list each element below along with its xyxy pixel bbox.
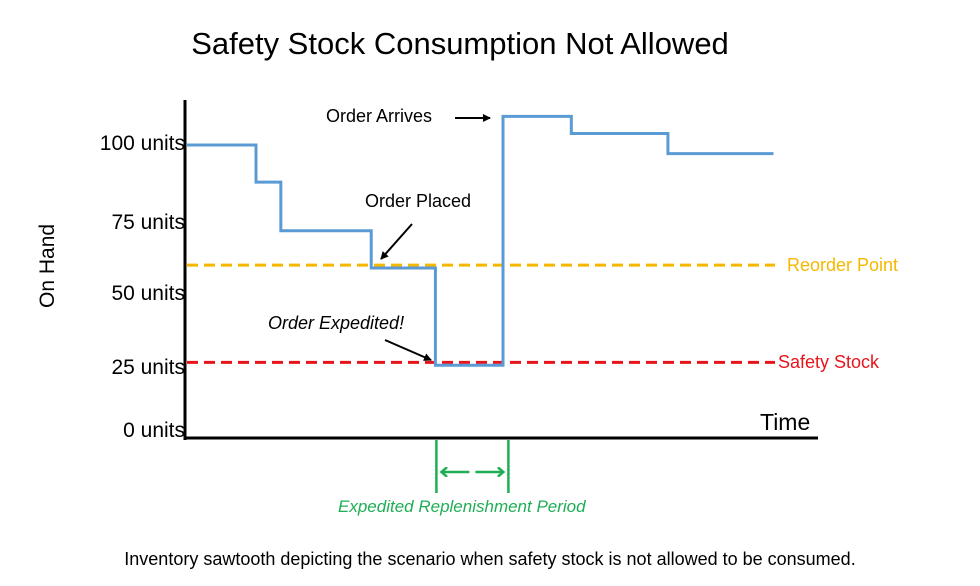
y-tick-label: 25 units [111, 356, 185, 379]
order-placed-arrow [380, 223, 413, 260]
y-tick-label: 0 units [123, 419, 185, 442]
reorder-point-label: Reorder Point [787, 255, 899, 275]
y-tick-label: 75 units [111, 211, 185, 234]
annotation-order-arrives: Order Arrives [326, 106, 433, 126]
y-tick-label: 50 units [111, 282, 185, 305]
y-tick-label: 100 units [99, 132, 185, 155]
figure-caption: Inventory sawtooth depicting the scenari… [124, 549, 856, 569]
inventory-line [187, 114, 774, 367]
annotation-order-expedited: Order Expedited! [268, 313, 405, 333]
annotation-order-placed: Order Placed [365, 191, 472, 211]
order-expedited-arrow [384, 339, 432, 361]
expedited-period-label: Expedited Replenishment Period [338, 497, 586, 516]
x-axis-label: Time [760, 409, 811, 435]
chart-title: Safety Stock Consumption Not Allowed [191, 26, 729, 61]
safety-stock-label: Safety Stock [778, 352, 880, 372]
